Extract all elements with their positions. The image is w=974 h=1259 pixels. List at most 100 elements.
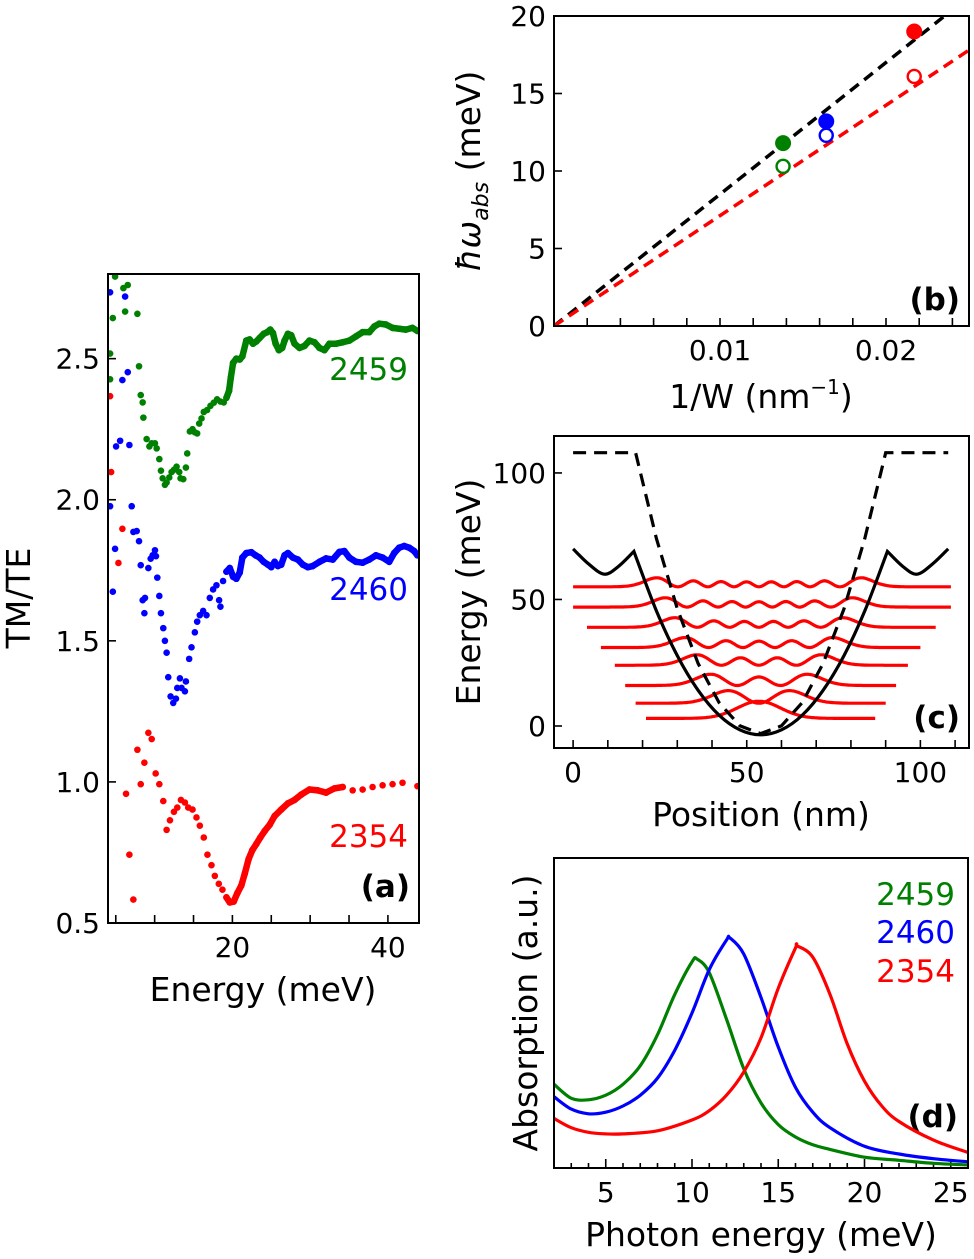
data-point-2460 bbox=[219, 577, 227, 585]
data-point-2460 bbox=[239, 554, 246, 561]
legend-2354: 2354 bbox=[876, 954, 955, 990]
panel-b-xtick-label: 0.02 bbox=[855, 334, 917, 367]
data-point-2354 bbox=[134, 746, 141, 754]
panel-b-xlabel-end: ) bbox=[840, 377, 853, 416]
data-point-2460 bbox=[304, 563, 312, 571]
data-point-2460 bbox=[164, 673, 172, 681]
data-point-2460 bbox=[294, 556, 302, 563]
data-point-2354 bbox=[230, 898, 238, 905]
data-point-2460 bbox=[157, 609, 165, 617]
data-point-2460 bbox=[108, 289, 114, 296]
data-point-2459 bbox=[395, 325, 403, 333]
data-point-2459 bbox=[389, 324, 396, 332]
data-point-2354 bbox=[189, 806, 196, 813]
panel-c-ylabel: Energy (meV) bbox=[449, 479, 488, 706]
data-point-2354 bbox=[277, 806, 285, 813]
data-point-2459 bbox=[121, 308, 129, 315]
panel-c-ytick-label: 100 bbox=[493, 457, 546, 490]
panel-b-xlabel-main: 1/W (nm bbox=[669, 377, 810, 416]
data-point-2354 bbox=[196, 822, 204, 829]
panel-c-xtick-label: 0 bbox=[564, 756, 582, 789]
data-point-2460 bbox=[385, 558, 393, 566]
panel-a-xlabel: Energy (meV) bbox=[150, 970, 377, 1009]
panel-a-ytick-label: 2.5 bbox=[55, 343, 100, 376]
data-point-2354 bbox=[204, 851, 211, 859]
data-point-2354 bbox=[145, 729, 152, 737]
panel-d-ylabel: Absorption (a.u.) bbox=[506, 875, 545, 1152]
series-2460 bbox=[108, 289, 419, 707]
data-point-2460 bbox=[236, 569, 244, 576]
data-point-2459 bbox=[151, 440, 159, 447]
data-point-2460 bbox=[182, 678, 190, 685]
data-point-2354 bbox=[126, 851, 133, 859]
data-point-2460 bbox=[126, 441, 133, 449]
data-point-2460 bbox=[213, 581, 220, 589]
data-point-2459 bbox=[109, 314, 117, 322]
data-point-open bbox=[775, 158, 791, 175]
data-point-2354 bbox=[234, 889, 241, 897]
data-point-2459 bbox=[165, 474, 173, 481]
panel-d-xtick-label: 25 bbox=[933, 1176, 969, 1209]
data-point-2460 bbox=[133, 527, 140, 535]
potential-dashed-line bbox=[573, 451, 949, 736]
data-point-2354 bbox=[291, 796, 298, 804]
data-point-2459 bbox=[306, 337, 313, 344]
panel-a-ylabel: TM/TE bbox=[0, 548, 38, 650]
data-point-2354 bbox=[130, 896, 137, 903]
data-point-2460 bbox=[243, 549, 250, 557]
data-point-2459 bbox=[198, 415, 205, 422]
panel-a-axes-frame bbox=[107, 273, 420, 924]
data-point-2354 bbox=[359, 786, 366, 793]
data-point-2460 bbox=[111, 545, 119, 553]
data-point-2354 bbox=[166, 816, 174, 824]
data-point-2460 bbox=[226, 564, 234, 572]
wavefunction-level-7 bbox=[573, 576, 951, 589]
panel-a-label: (a) bbox=[361, 869, 410, 905]
panel-d-xtick-label: 20 bbox=[847, 1176, 883, 1209]
panel-b-ylabel-sub: abs bbox=[469, 182, 494, 221]
data-point-2354 bbox=[119, 525, 126, 533]
legend-2460: 2460 bbox=[876, 915, 955, 951]
panel-b-ytick-label: 0 bbox=[528, 310, 546, 343]
data-point-2459 bbox=[414, 327, 419, 335]
data-point-2460 bbox=[108, 502, 114, 510]
data-point-2354 bbox=[238, 882, 245, 889]
data-point-2460 bbox=[206, 594, 214, 602]
data-point-2459 bbox=[311, 338, 318, 346]
data-point-2459 bbox=[281, 337, 288, 344]
data-point-2459 bbox=[225, 387, 233, 395]
panel-b-xtick-label: 0.01 bbox=[689, 334, 751, 367]
data-point-2354 bbox=[163, 826, 170, 834]
absorption-curve-2460 bbox=[554, 934, 968, 1164]
data-point-2460 bbox=[153, 574, 161, 581]
data-point-2459 bbox=[332, 340, 340, 347]
data-point-2460 bbox=[277, 561, 285, 568]
data-point-2354 bbox=[314, 787, 322, 794]
data-point-2459 bbox=[163, 479, 170, 486]
panel-c-axes-frame bbox=[553, 435, 970, 749]
fit-line-filled bbox=[554, 16, 948, 326]
data-point-2459 bbox=[370, 323, 378, 330]
data-point-2354 bbox=[379, 781, 386, 789]
data-point-2459 bbox=[256, 334, 263, 342]
data-point-2354 bbox=[193, 814, 200, 821]
wavefunction-level-3 bbox=[614, 653, 908, 667]
series-2459 bbox=[108, 274, 419, 489]
panel-d-label: (d) bbox=[907, 1099, 958, 1135]
data-point-2459 bbox=[301, 342, 308, 350]
data-point-2459 bbox=[159, 474, 166, 482]
data-point-2460 bbox=[159, 624, 167, 632]
data-point-2460 bbox=[372, 552, 380, 559]
data-point-2460 bbox=[128, 502, 136, 510]
data-point-2459 bbox=[366, 328, 373, 336]
panel-d-xtick-label: 10 bbox=[674, 1176, 710, 1209]
data-point-2354 bbox=[257, 834, 264, 841]
panel-d-xtick-label: 5 bbox=[597, 1176, 615, 1209]
data-point-2459 bbox=[193, 430, 201, 437]
data-point-2460 bbox=[135, 537, 143, 545]
data-point-2354 bbox=[249, 846, 256, 854]
panel-d-plot-area bbox=[554, 934, 968, 1167]
data-point-2460 bbox=[233, 575, 240, 583]
data-point-2354 bbox=[306, 786, 313, 793]
